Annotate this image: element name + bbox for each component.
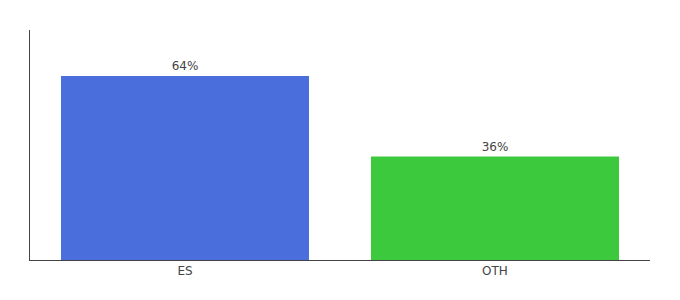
svg-text:OTH: OTH (482, 264, 508, 278)
svg-text:64%: 64% (172, 59, 199, 73)
svg-text:36%: 36% (482, 140, 509, 154)
svg-text:ES: ES (177, 264, 192, 278)
